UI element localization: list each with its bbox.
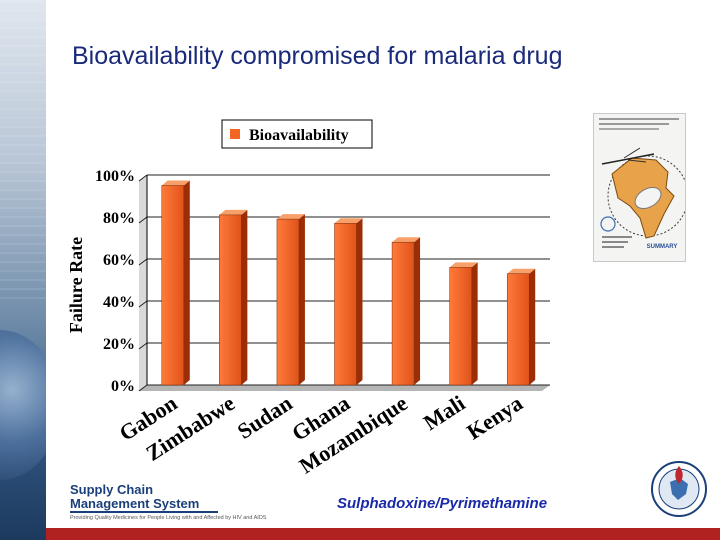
emblem-icon <box>651 461 707 517</box>
bar-top <box>219 209 248 215</box>
x-category-label: Mali <box>419 390 470 435</box>
bar-side <box>414 237 421 385</box>
logo-underline <box>70 511 218 513</box>
logo-tagline: Providing Quality Medicines for People L… <box>70 515 267 521</box>
bar-chart: 0% 20% 40% 60% 80% 100% Failure Rate Bioavailab… <box>66 119 550 512</box>
y-tick-label: 80% <box>103 210 135 227</box>
plot-floor <box>139 385 550 391</box>
bar <box>219 214 242 386</box>
y-tick-label: 60% <box>103 252 135 269</box>
supply-chain-logo: Supply Chain Management System Providing… <box>68 480 298 526</box>
y-axis-title: Failure Rate <box>66 237 86 333</box>
bar-top <box>392 237 421 243</box>
y-tick-label: 100% <box>95 168 135 185</box>
bar <box>334 223 357 386</box>
legend-box <box>221 119 373 149</box>
bar-top <box>161 180 190 186</box>
gridline-depth <box>138 174 148 182</box>
bar-top <box>507 268 536 274</box>
bar-side <box>183 180 190 385</box>
gridline-depth <box>138 384 148 392</box>
plot-side-wall <box>139 175 147 391</box>
bar <box>506 273 530 386</box>
x-category-label: Sudan <box>233 390 297 444</box>
bar <box>276 218 300 386</box>
drug-caption: Sulphadoxine/Pyrimethamine <box>337 495 547 512</box>
bar-side <box>356 218 363 385</box>
y-tick-label: 20% <box>103 336 135 353</box>
logo-line-2: Management System <box>70 496 200 511</box>
bar-top <box>276 214 305 220</box>
gridline-depth <box>138 258 148 266</box>
bar-top <box>334 218 363 224</box>
gridline-depth <box>138 300 148 308</box>
strip-texture <box>0 0 46 300</box>
bar-top <box>449 262 478 268</box>
y-tick-label: 0% <box>111 378 135 395</box>
thumbnail-label: SUMMARY <box>647 244 678 250</box>
gridline-depth <box>138 216 148 224</box>
africa-map-illustration: SUMMARY <box>600 147 685 250</box>
bar <box>161 185 185 386</box>
globe-graphic <box>0 330 46 480</box>
bar-side <box>241 209 248 385</box>
bar-side <box>298 214 305 385</box>
bar-side <box>471 262 478 385</box>
x-category-label: Kenya <box>462 390 527 444</box>
legend-label: Bioavailability <box>249 127 349 144</box>
legend-swatch <box>230 129 240 139</box>
bar-side <box>529 268 536 385</box>
logo-line-1: Supply Chain <box>70 482 154 497</box>
slide-title: Bioavailability compromised for malaria … <box>72 42 563 70</box>
bar <box>449 267 472 386</box>
y-tick-label: 40% <box>103 294 135 311</box>
gridline-depth <box>138 342 148 350</box>
bottom-accent-bar <box>46 528 720 540</box>
left-decorative-strip <box>0 0 46 540</box>
bar <box>391 241 415 386</box>
report-cover-thumbnail: SUMMARY <box>593 113 686 262</box>
